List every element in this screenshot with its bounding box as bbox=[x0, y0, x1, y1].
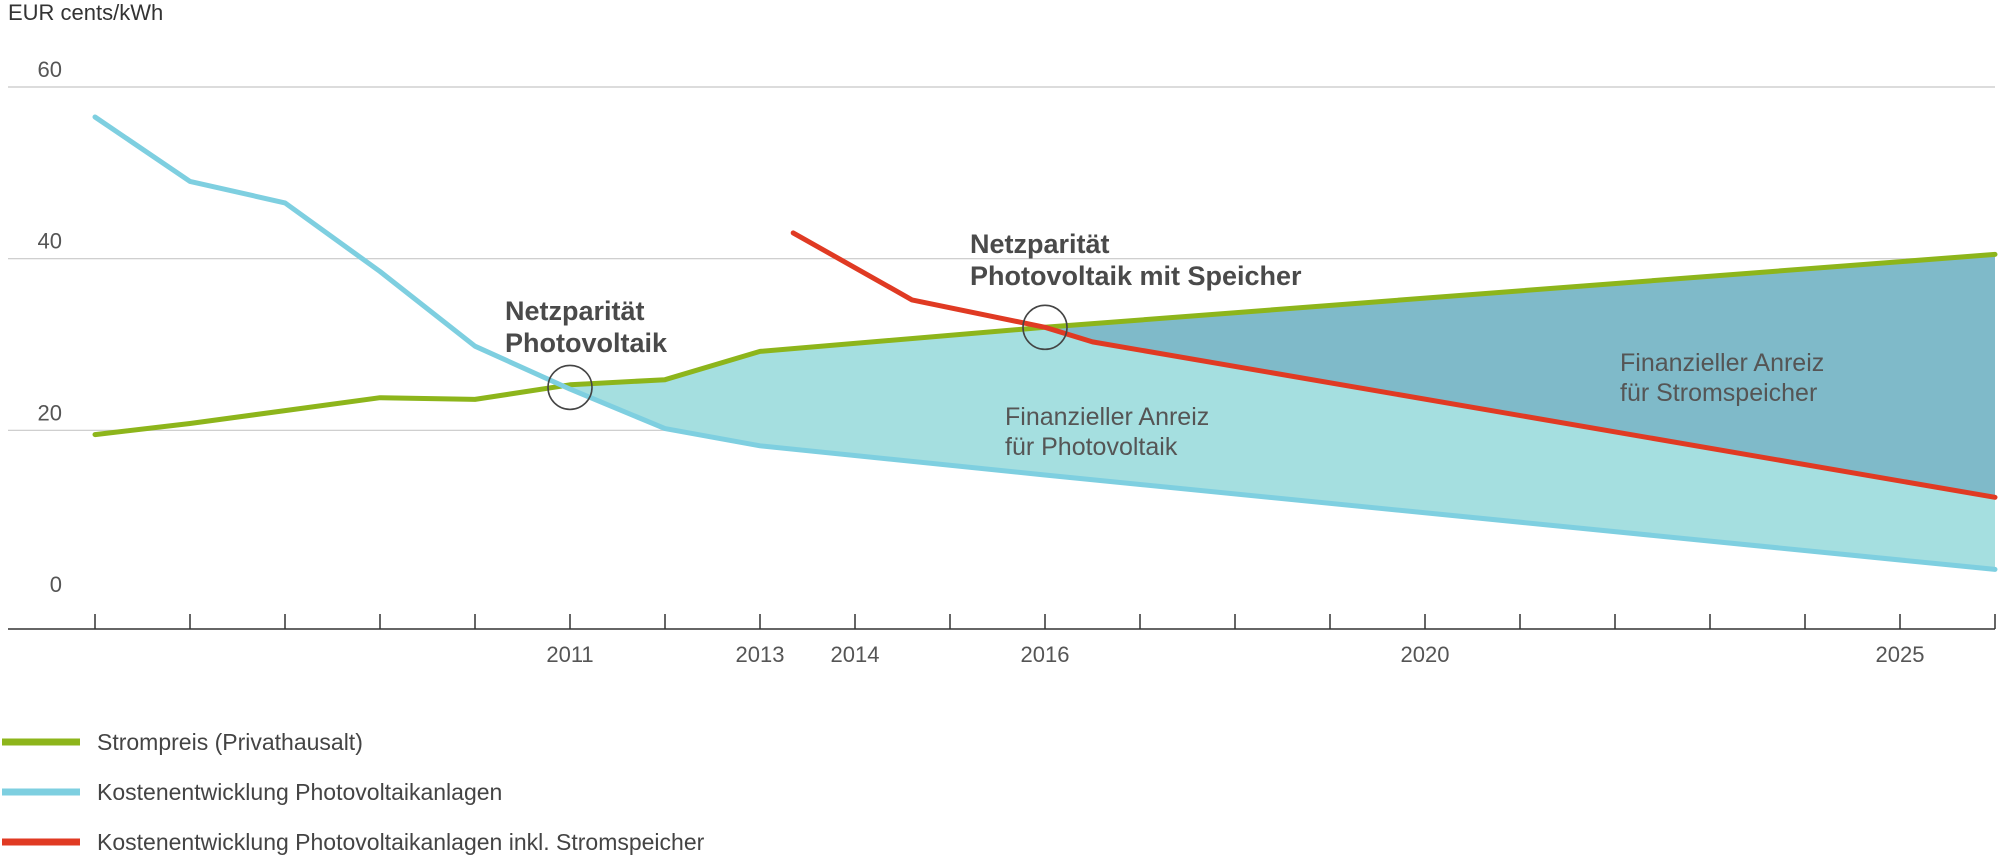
x-tick-label-2016: 2016 bbox=[1021, 642, 1070, 667]
axis-layer: 2011 2013 2014 2016 2020 2025 bbox=[8, 614, 1996, 667]
x-tick-label-2025: 2025 bbox=[1876, 642, 1925, 667]
x-tick-label-2020: 2020 bbox=[1401, 642, 1450, 667]
x-tick-label-2013: 2013 bbox=[736, 642, 785, 667]
area-layer bbox=[570, 254, 1995, 570]
annotation-netz_speicher-line1: Netzparität bbox=[970, 229, 1110, 259]
y-tick-label-60: 60 bbox=[38, 57, 62, 82]
area-label-speicher-line2: für Stromspeicher bbox=[1620, 379, 1817, 407]
y-tick-label-0: 0 bbox=[50, 572, 62, 597]
line-layer bbox=[92, 114, 1998, 572]
area-label-speicher-line1: Finanzieller Anreiz bbox=[1620, 349, 1824, 377]
area-label-pv-line2: für Photovoltaik bbox=[1005, 433, 1178, 461]
legend-label-speicher: Kostenentwicklung Photovoltaikanlagen in… bbox=[97, 829, 705, 855]
legend-label-strompreis: Strompreis (Privathausalt) bbox=[97, 729, 363, 755]
y-tick-label-20: 20 bbox=[38, 400, 62, 425]
annotation-layer: NetzparitätPhotovoltaikNetzparitätPhotov… bbox=[505, 229, 1302, 411]
annotation-circle-netz_pv bbox=[547, 364, 593, 411]
legend: Strompreis (Privathausalt) Kostenentwickl… bbox=[2, 729, 705, 855]
series-line-speicher bbox=[790, 230, 1998, 500]
annotation-circle-netz_speicher bbox=[1022, 304, 1068, 351]
series-line-strompreis bbox=[92, 251, 1998, 438]
area-label-pv-line1: Finanzieller Anreiz bbox=[1005, 403, 1209, 431]
annotation-netz_speicher-line2: Photovoltaik mit Speicher bbox=[970, 261, 1302, 291]
x-tick-label-2014: 2014 bbox=[831, 642, 880, 667]
series-line-photovoltaik bbox=[92, 114, 1998, 572]
legend-label-photovoltaik: Kostenentwicklung Photovoltaikanlagen bbox=[97, 779, 502, 805]
annotation-netz_pv-line1: Netzparität bbox=[505, 296, 645, 326]
x-tick-label-2011: 2011 bbox=[546, 642, 593, 667]
y-tick-label-40: 40 bbox=[38, 229, 62, 254]
y-axis-label: EUR cents/kWh bbox=[8, 0, 163, 25]
annotation-netz_pv-line2: Photovoltaik bbox=[505, 328, 668, 358]
area-anreiz_speicher bbox=[1045, 254, 1995, 498]
